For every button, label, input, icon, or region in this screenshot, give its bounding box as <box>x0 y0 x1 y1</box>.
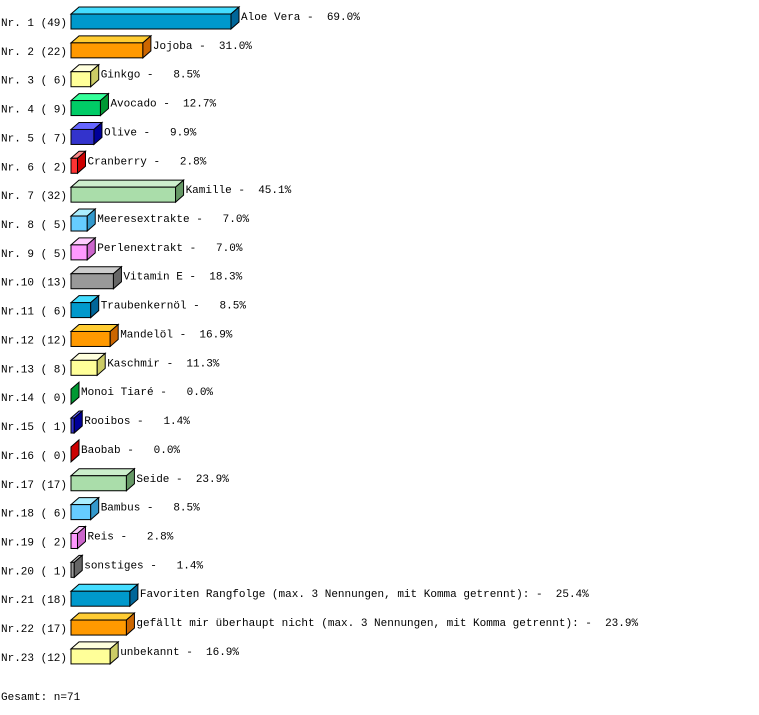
row-label: Nr.10 (13) <box>1 278 67 290</box>
bar-side <box>125 611 135 637</box>
total-footer: Gesamt: n=71 <box>1 692 81 704</box>
row-label: Nr.22 (17) <box>1 624 67 636</box>
bar-value-label: Kaschmir - 11.3% <box>107 358 220 370</box>
row-label: Nr. 2 (22) <box>1 47 67 59</box>
bar-side <box>125 467 135 492</box>
row-label: Nr.12 (12) <box>1 335 67 347</box>
bar <box>70 244 88 261</box>
bar-side <box>175 179 185 204</box>
bar-side <box>90 496 100 521</box>
row-label: Nr. 9 ( 5) <box>1 249 67 261</box>
row-label: Nr.20 ( 1) <box>1 566 67 578</box>
row-label: Nr.16 ( 0) <box>1 451 67 463</box>
bar-side <box>86 207 96 233</box>
bar-value-label: Cranberry - 2.8% <box>87 156 206 168</box>
bar-value-label: Aloe Vera - 69.0% <box>241 12 360 24</box>
bar-value-label: Vitamin E - 18.3% <box>123 272 242 284</box>
bar <box>70 359 98 376</box>
bar-side <box>86 236 96 261</box>
bar-value-label: Kamille - 45.1% <box>186 185 292 197</box>
bar <box>70 648 111 665</box>
bar-value-label: Reis - 2.8% <box>87 531 173 543</box>
bar-side <box>90 294 100 319</box>
bar-top <box>69 468 136 477</box>
bar <box>70 302 92 319</box>
bar <box>70 619 127 636</box>
row-label: Nr.13 ( 8) <box>1 364 67 376</box>
row-label: Nr. 3 ( 6) <box>1 76 67 88</box>
bar-value-label: Meeresextrakte - 7.0% <box>97 214 249 226</box>
bar-side <box>73 409 83 435</box>
bar-top <box>69 179 185 188</box>
bar-top <box>69 35 153 44</box>
row-label: Nr.15 ( 1) <box>1 422 67 434</box>
bar <box>70 590 131 607</box>
bar-value-label: Baobab - 0.0% <box>81 445 180 457</box>
bar-side <box>93 121 103 146</box>
row-label: Nr. 4 ( 9) <box>1 105 67 117</box>
bar-top <box>69 266 123 275</box>
bar-value-label: Olive - 9.9% <box>104 127 197 139</box>
bar-side <box>109 640 119 666</box>
row-label: Nr.14 ( 0) <box>1 393 67 405</box>
bar <box>70 71 92 88</box>
bar-value-label: sonstiges - 1.4% <box>84 560 203 572</box>
bar-value-label: Favoriten Rangfolge (max. 3 Nennungen, m… <box>140 589 589 601</box>
bar <box>70 215 88 232</box>
bar <box>70 42 144 59</box>
bar <box>70 504 92 521</box>
row-label: Nr. 7 (32) <box>1 191 67 203</box>
bar-value-label: Ginkgo - 8.5% <box>101 70 200 82</box>
bar <box>70 532 78 549</box>
bar-value-label: gefällt mir überhaupt nicht (max. 3 Nenn… <box>136 618 638 630</box>
bar-value-label: Mandelöl - 16.9% <box>120 329 233 341</box>
bar-side <box>76 525 86 550</box>
row-label: Nr. 1 (49) <box>1 18 67 30</box>
bar-value-label: Perlenextrakt - 7.0% <box>97 243 243 255</box>
bar-side <box>99 92 109 117</box>
bar <box>70 157 78 174</box>
bar-side <box>129 583 139 608</box>
bar-value-label: Seide - 23.9% <box>136 474 229 486</box>
row-label: Nr.18 ( 6) <box>1 509 67 521</box>
bar <box>70 128 95 145</box>
bar-top <box>69 612 136 621</box>
bar-value-label: Bambus - 8.5% <box>101 503 200 515</box>
bar-value-label: Jojoba - 31.0% <box>153 41 252 53</box>
bar-side <box>76 150 86 175</box>
row-label: Nr. 8 ( 5) <box>1 220 67 232</box>
bar-side <box>70 381 80 406</box>
bar <box>70 186 177 203</box>
bar-value-label: unbekannt - 16.9% <box>120 647 239 659</box>
bar-top <box>69 6 241 15</box>
bar-value-label: Avocado - 12.7% <box>110 99 216 111</box>
bar-side <box>96 352 106 377</box>
row-label: Nr. 6 ( 2) <box>1 162 67 174</box>
bar <box>70 100 101 117</box>
row-label: Nr.17 (17) <box>1 480 67 492</box>
bar-value-label: Rooibos - 1.4% <box>84 416 190 428</box>
bar <box>70 475 127 492</box>
bar-side <box>109 323 119 348</box>
row-label: Nr.11 ( 6) <box>1 307 67 319</box>
bar-top <box>69 583 140 592</box>
bar-side <box>112 265 122 290</box>
bar-value-label: Monoi Tiaré - 0.0% <box>81 387 213 399</box>
bar <box>70 330 111 347</box>
bar-side <box>70 438 80 464</box>
bar-side <box>90 63 100 88</box>
bar-value-label: Traubenkernöl - 8.5% <box>101 301 247 313</box>
bar-side <box>142 34 152 59</box>
row-label: Nr.19 ( 2) <box>1 537 67 549</box>
bar <box>70 273 114 290</box>
bar-side <box>73 554 83 579</box>
bar <box>70 13 232 30</box>
row-label: Nr. 5 ( 7) <box>1 133 67 145</box>
bar-side <box>230 5 240 31</box>
row-label: Nr.23 (12) <box>1 653 67 665</box>
row-label: Nr.21 (18) <box>1 595 67 607</box>
